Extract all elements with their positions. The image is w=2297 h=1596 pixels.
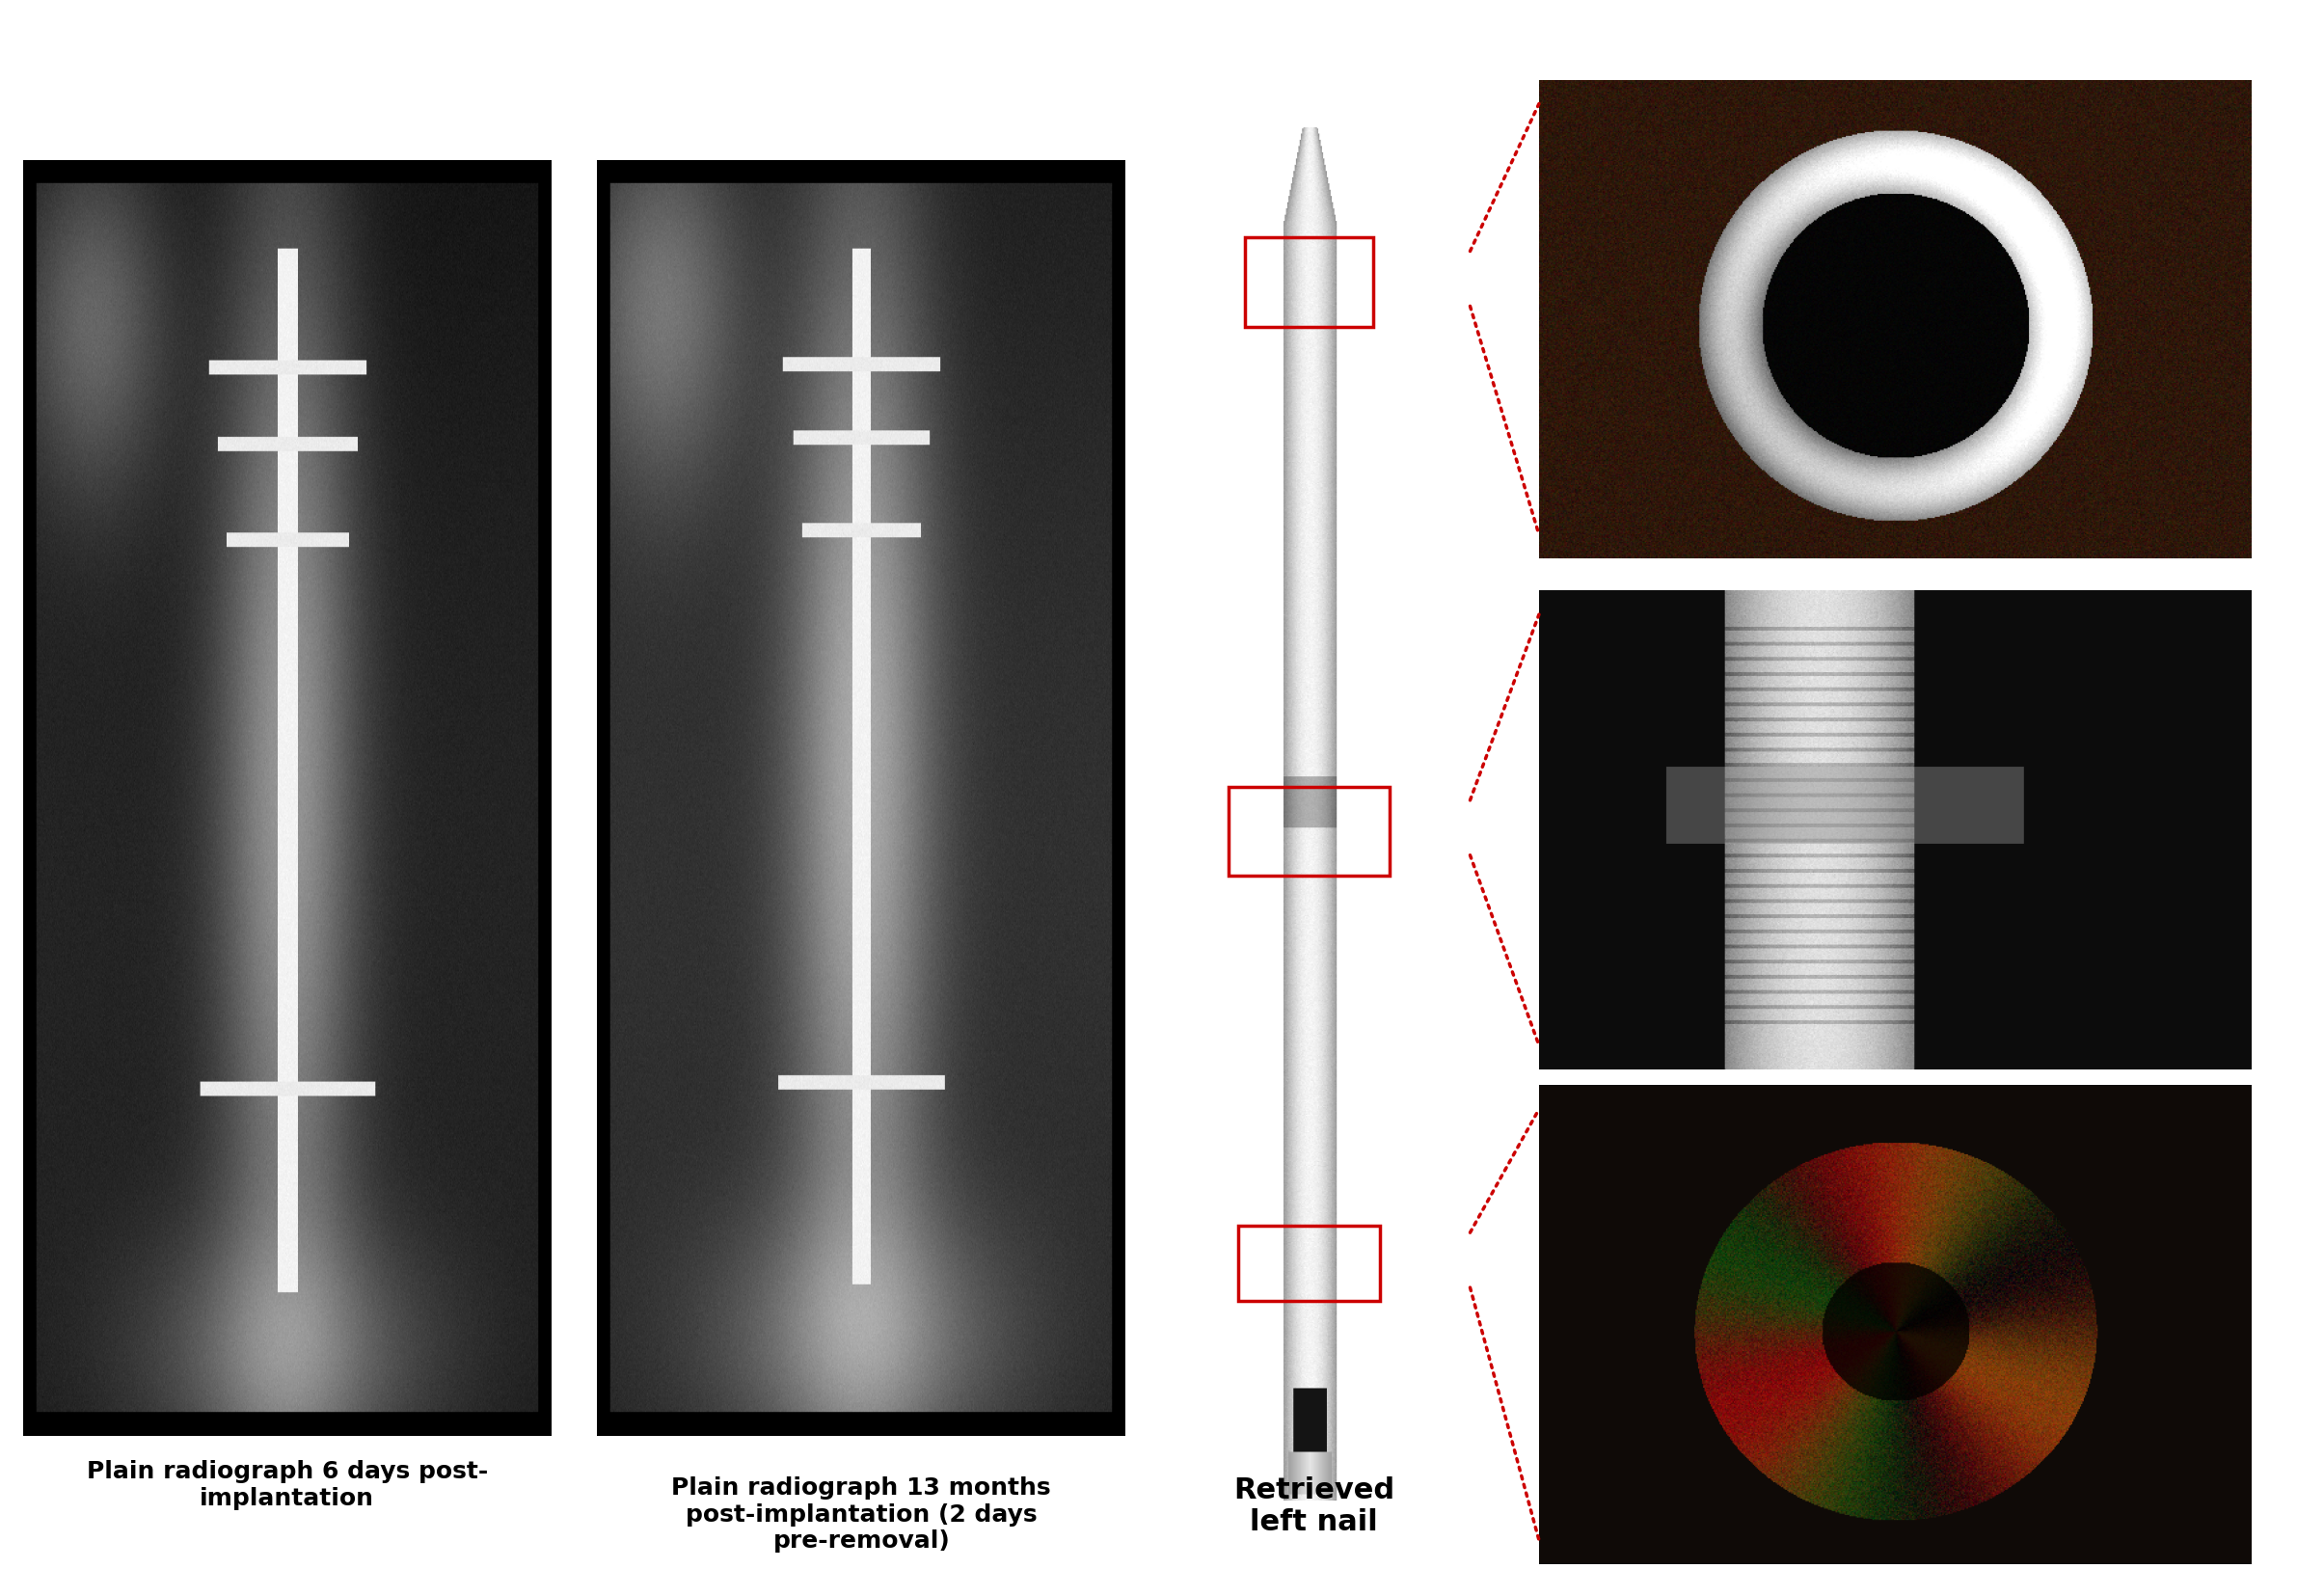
Bar — [1229, 787, 1390, 876]
Text: Retrieved
left nail: Retrieved left nail — [1233, 1476, 1394, 1537]
Text: Plain radiograph 6 days post-
implantation: Plain radiograph 6 days post- implantati… — [87, 1460, 487, 1510]
Bar — [1245, 238, 1374, 327]
Bar — [1238, 1226, 1380, 1301]
Text: Plain radiograph 13 months
post-implantation (2 days
pre-removal): Plain radiograph 13 months post-implanta… — [671, 1476, 1052, 1553]
